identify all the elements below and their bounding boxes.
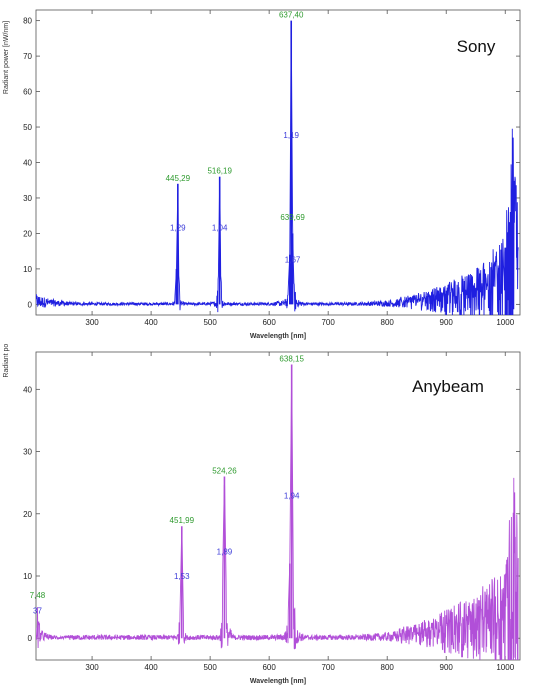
peak-label: 1,04 [212,223,228,232]
y-tick-label: 30 [23,194,32,203]
plot-frame [35,9,521,316]
chart-title: Sony [457,37,496,56]
spectrum-line [36,373,519,660]
x-axis-label: Wavelength [nm] [250,678,306,685]
peak-label: 1,29 [170,223,186,232]
x-tick-label: 500 [203,318,217,327]
x-tick-label: 900 [440,318,454,327]
chart-title: Anybeam [412,377,484,396]
x-tick-label: 600 [262,663,276,672]
peak-label: 516,19 [207,167,232,176]
x-tick-label: 1000 [496,318,514,327]
anybeam-spectrum-chart: 300 400 500 600 700 800 900 1000 0 10 20 30 40 Wavele… [3,344,521,685]
x-tick-label: 900 [440,663,454,672]
y-tick-label: 70 [23,52,32,61]
peak-label: 1,19 [283,131,299,140]
x-tick-label: 800 [381,318,395,327]
y-tick-label: 30 [23,448,32,457]
x-axis-label: Wavelength [nm] [250,333,306,340]
peak-label: 451,99 [170,516,195,525]
x-tick-label: 300 [85,663,99,672]
peak-label: 1,89 [217,547,233,556]
x-tick-label: 800 [381,663,395,672]
peak-label: 37 [33,606,42,615]
spectrum-line [36,29,519,315]
peak-label: 638,15 [279,354,304,363]
sony-spectrum-chart: 300 400 500 600 700 800 900 1000 0 10 20 30 40 50 60 70… [3,9,521,340]
peak-label: 637,40 [279,11,304,20]
plot-frame [35,351,521,661]
y-tick-label: 20 [23,510,32,519]
x-tick-label: 400 [144,663,158,672]
x-tick-label: 600 [262,318,276,327]
x-tick-label: 300 [85,318,99,327]
y-tick-label: 80 [23,17,32,26]
x-tick-label: 500 [203,663,217,672]
sony-spectrum-panel: 300 400 500 600 700 800 900 1000 0 10 20 30 40 50 60 70… [0,0,556,343]
peak-label: 1,67 [285,255,301,264]
y-tick-label: 20 [23,229,32,238]
peak-label: 7,48 [30,591,46,600]
y-tick-label: 10 [23,572,32,581]
peak-label: 445,29 [166,174,191,183]
y-tick-label: 40 [23,159,32,168]
y-tick-label: 50 [23,123,32,132]
anybeam-spectrum-panel: 300 400 500 600 700 800 900 1000 0 10 20 30 40 Wavele… [0,344,556,697]
x-tick-label: 1000 [496,663,514,672]
peak-label: 1,53 [174,572,190,581]
y-axis-label: Radiant power [nW/nm] [3,344,10,378]
peak-label: 1,94 [284,491,300,500]
y-tick-label: 0 [28,634,33,643]
x-tick-label: 400 [144,318,158,327]
y-tick-label: 40 [23,385,32,394]
peak-label: 524,26 [212,466,237,475]
panel-divider [0,343,556,344]
x-tick-label: 700 [321,663,335,672]
y-tick-label: 10 [23,265,32,274]
y-axis-label: Radiant power [nW/nm] [3,21,10,94]
y-tick-label: 60 [23,88,32,97]
y-tick-label: 0 [28,300,33,309]
peak-label: 639,69 [280,213,305,222]
x-tick-label: 700 [321,318,335,327]
